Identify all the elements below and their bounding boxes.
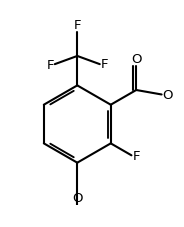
Text: O: O xyxy=(162,89,173,101)
Text: O: O xyxy=(72,191,83,204)
Text: F: F xyxy=(74,19,81,32)
Text: F: F xyxy=(132,149,140,162)
Text: F: F xyxy=(46,58,54,71)
Text: O: O xyxy=(131,53,141,66)
Text: F: F xyxy=(101,57,108,70)
